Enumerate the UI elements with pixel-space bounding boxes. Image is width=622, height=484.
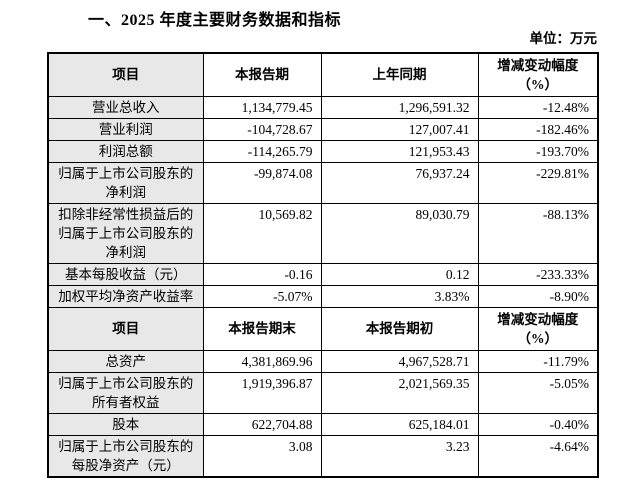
cell-change: -0.40% <box>477 412 599 436</box>
cell-item: 总资产 <box>47 349 204 373</box>
cell-item: 归属于上市公司股东的所有者权益 <box>47 371 204 414</box>
cell-prior: 0.12 <box>320 262 479 286</box>
table-row: 利润总额 -114,265.79 121,953.43 -193.70% <box>47 139 599 163</box>
cell-prior: 3.23 <box>320 434 479 477</box>
cell-change: -12.48% <box>477 95 599 119</box>
cell-change: -88.13% <box>477 202 599 264</box>
financial-data-table: 项目 本报告期 上年同期 增减变动幅度 （%） 营业总收入 1,134,779.… <box>47 52 599 478</box>
cell-item: 归属于上市公司股东的净利润 <box>47 161 204 204</box>
header-change-line1: 增减变动幅度 <box>497 57 579 73</box>
cell-prior: 76,937.24 <box>320 161 479 204</box>
cell-change: -4.64% <box>477 434 599 477</box>
cell-current: 1,919,396.87 <box>202 371 322 414</box>
cell-change: -8.90% <box>477 284 599 308</box>
section2-header-row: 项目 本报告期末 本报告期初 增减变动幅度 （%） <box>47 306 599 351</box>
header-current-period: 本报告期 <box>202 52 322 97</box>
cell-current: 3.08 <box>202 434 322 477</box>
cell-item: 加权平均净资产收益率 <box>47 284 204 308</box>
cell-current: 1,134,779.45 <box>202 95 322 119</box>
header-change-line2: （%） <box>517 76 559 92</box>
cell-prior: 625,184.01 <box>320 412 479 436</box>
cell-current: -5.07% <box>202 284 322 308</box>
cell-item: 基本每股收益（元） <box>47 262 204 286</box>
header-change-pct: 增减变动幅度 （%） <box>477 52 599 97</box>
cell-change: -233.33% <box>477 262 599 286</box>
cell-item: 扣除非经常性损益后的归属于上市公司股东的净利润 <box>47 202 204 264</box>
cell-change: -5.05% <box>477 371 599 414</box>
cell-prior: 1,296,591.32 <box>320 95 479 119</box>
header-change-line2: （%） <box>517 330 559 346</box>
cell-item: 营业利润 <box>47 117 204 141</box>
header-change-pct: 增减变动幅度 （%） <box>477 306 599 351</box>
table-row: 基本每股收益（元） -0.16 0.12 -233.33% <box>47 262 599 286</box>
cell-change: -182.46% <box>477 117 599 141</box>
cell-current: -114,265.79 <box>202 139 322 163</box>
cell-item: 营业总收入 <box>47 95 204 119</box>
cell-current: 622,704.88 <box>202 412 322 436</box>
table-row: 扣除非经常性损益后的归属于上市公司股东的净利润 10,569.82 89,030… <box>47 202 599 264</box>
table-row: 营业总收入 1,134,779.45 1,296,591.32 -12.48% <box>47 95 599 119</box>
header-item: 项目 <box>47 52 204 97</box>
header-period-begin: 本报告期初 <box>320 306 479 351</box>
table-row: 归属于上市公司股东的每股净资产（元） 3.08 3.23 -4.64% <box>47 434 599 477</box>
cell-item: 归属于上市公司股东的每股净资产（元） <box>47 434 204 477</box>
table-row: 股本 622,704.88 625,184.01 -0.40% <box>47 412 599 436</box>
header-prior-period: 上年同期 <box>320 52 479 97</box>
table-row: 归属于上市公司股东的净利润 -99,874.08 76,937.24 -229.… <box>47 161 599 204</box>
cell-current: -104,728.67 <box>202 117 322 141</box>
table-row: 营业利润 -104,728.67 127,007.41 -182.46% <box>47 117 599 141</box>
cell-current: -0.16 <box>202 262 322 286</box>
table-row: 归属于上市公司股东的所有者权益 1,919,396.87 2,021,569.3… <box>47 371 599 414</box>
cell-change: -229.81% <box>477 161 599 204</box>
header-change-line1: 增减变动幅度 <box>497 311 579 327</box>
cell-change: -11.79% <box>477 349 599 373</box>
cell-item: 股本 <box>47 412 204 436</box>
cell-item: 利润总额 <box>47 139 204 163</box>
cell-current: -99,874.08 <box>202 161 322 204</box>
cell-change: -193.70% <box>477 139 599 163</box>
section1-header-row: 项目 本报告期 上年同期 增减变动幅度 （%） <box>47 52 599 97</box>
header-period-end: 本报告期末 <box>202 306 322 351</box>
header-item: 项目 <box>47 306 204 351</box>
unit-label: 单位：万元 <box>529 31 598 46</box>
cell-prior: 3.83% <box>320 284 479 308</box>
cell-prior: 2,021,569.35 <box>320 371 479 414</box>
table-row: 总资产 4,381,869.96 4,967,528.71 -11.79% <box>47 349 599 373</box>
cell-prior: 89,030.79 <box>320 202 479 264</box>
cell-current: 10,569.82 <box>202 202 322 264</box>
page-title: 一、2025 年度主要财务数据和指标 <box>88 12 342 29</box>
table-row: 加权平均净资产收益率 -5.07% 3.83% -8.90% <box>47 284 599 308</box>
cell-prior: 127,007.41 <box>320 117 479 141</box>
cell-prior: 121,953.43 <box>320 139 479 163</box>
cell-prior: 4,967,528.71 <box>320 349 479 373</box>
cell-current: 4,381,869.96 <box>202 349 322 373</box>
